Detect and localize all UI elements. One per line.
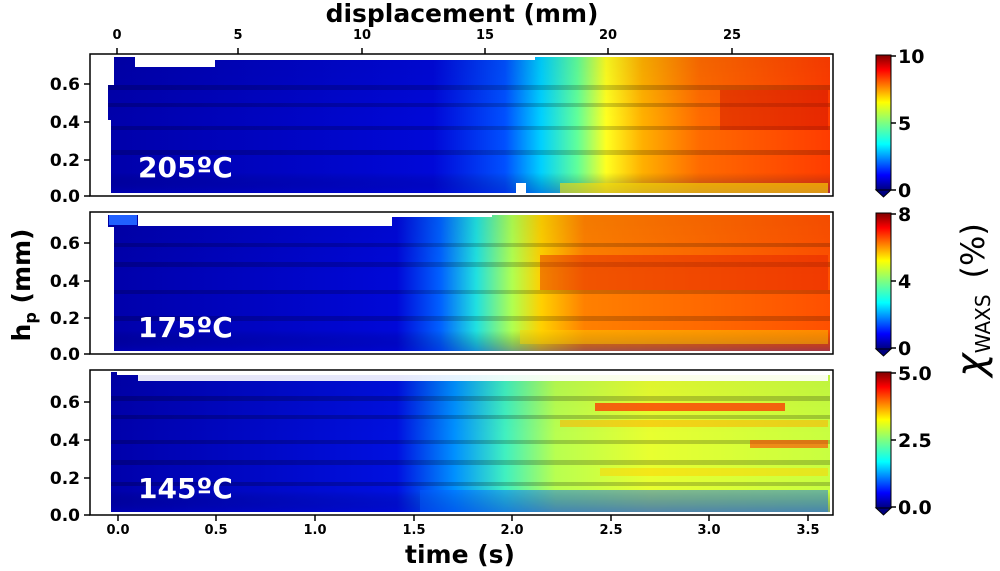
y-tick-label: 0.2 [50,151,80,171]
top-axis-label: displacement (mm) [326,0,599,28]
bottom-tick-label: 0.0 [106,523,129,538]
y-tick-label: 0.6 [50,75,80,95]
panel-frames [89,53,834,516]
colorbar-gradient [875,371,892,509]
y-label-subscript: p [21,312,40,323]
colorbar-175: 8 4 0 [874,204,911,360]
top-axis-ticks: 0 5 10 15 20 25 [112,28,741,54]
bottom-tick-label: 3.5 [796,523,819,538]
top-tick-label: 20 [599,28,617,43]
colorbar-label-subscript: WAXS [971,294,995,353]
heatmap-missing-region [108,57,114,85]
colorbar-tick-label: 0.0 [898,497,932,519]
heatmap-panel-175: 175ºC [108,215,830,351]
colorbar-tick-label: 5.0 [898,363,932,385]
colorbar-label-chi: χ [948,352,994,379]
colorbar-gradient [875,54,892,191]
y-axis-ticks: 0.6 0.4 0.2 0.0 0.6 0.4 0.2 0.0 [50,75,90,526]
colorbar-tick-label: 2.5 [898,430,932,452]
heatmap-hot-streak [595,403,785,411]
y-tick-label: 0.4 [50,272,80,292]
bottom-tick-label: 1.0 [303,523,326,538]
y-tick-label: 0.0 [50,345,80,365]
heatmap-missing-region [138,215,392,226]
panel-label: 175ºC [138,311,233,344]
colorbar-145: 5.0 2.5 0.0 [874,363,932,519]
heatmap-hot-streak [600,468,828,476]
y-tick-label: 0.4 [50,431,80,451]
top-tick-label: 25 [723,28,741,43]
heatmap-vertical-shading [108,57,830,193]
y-axis-label: hp (mm) [7,229,40,342]
y-tick-label: 0.0 [50,187,80,207]
y-tick-label: 0.2 [50,469,80,489]
heatmap-yellow-floor-band [520,330,828,344]
panel-label: 145ºC [138,472,233,505]
top-tick-label: 10 [353,28,371,43]
colorbar-tick-label: 0 [898,180,911,202]
top-tick-label: 5 [233,28,242,43]
colorbar-tick-label: 4 [898,271,911,293]
colorbar-tick-label: 8 [898,204,911,226]
y-tick-label: 0.4 [50,113,80,133]
bottom-tick-label: 3.0 [697,523,720,538]
bottom-tick-label: 2.5 [599,523,622,538]
top-tick-label: 15 [476,28,494,43]
heatmap-missing-region [117,372,830,375]
y-tick-label: 0.6 [50,393,80,413]
heatmap-row-bands [108,243,830,321]
y-tick-label: 0.6 [50,234,80,254]
heatmap-missing-region [215,57,535,60]
bottom-axis-label: time (s) [405,540,515,569]
colorbar-extend-arrow [874,189,893,198]
panel-label: 205ºC [138,151,233,184]
panel-frame-145 [89,369,834,516]
heatmap-blue-floor-band [420,490,828,512]
heatmap-missing-region [108,120,111,193]
colorbar-extend-arrow [874,507,893,516]
heatmap-panel-205: 205ºC [108,57,830,193]
heatmap-missing-region [135,57,215,67]
colorbar-tick-label: 10 [898,46,924,68]
heatmap-hot-streak [750,440,828,448]
y-label-main: h [7,324,36,342]
y-label-unit: (mm) [7,229,36,313]
heatmap-missing-region [108,227,114,351]
bottom-tick-label: 0.5 [204,523,227,538]
heatmap-row-bands [108,85,830,155]
heatmap-yellow-floor-band [560,183,828,193]
colorbar-axis-label: χWAXS (%) [948,223,995,379]
colorbar-tick-label: 5 [898,113,911,135]
heatmap-hot-streak [560,420,828,427]
heatmap-panel-145: 145ºC [108,372,830,512]
colorbar-gradient [875,212,892,350]
colorbar-tick-label: 0 [898,338,911,360]
heatmap-missing-region [392,215,492,217]
heatmap-deep-red-core [720,90,828,130]
heatmap-row-bands [108,396,830,486]
heatmap-light-blue-edge [109,215,137,225]
colorbar-label-unit: (%) [954,223,992,278]
colorbar-205: 10 5 0 [874,46,924,202]
bottom-axis-ticks: 0.0 0.5 1.0 1.5 2.0 2.5 3.0 3.5 [106,515,820,538]
heatmap-missing-region [108,372,111,512]
y-tick-label: 0.2 [50,309,80,329]
bottom-tick-label: 1.5 [402,523,425,538]
panel-frame-205 [89,53,834,197]
y-tick-label: 0.0 [50,506,80,526]
heatmap-vertical-shading [108,372,830,512]
panel-frame-175 [89,211,834,355]
heatmap-vertical-shading [108,215,830,351]
top-tick-label: 0 [112,28,121,43]
bottom-tick-label: 2.0 [500,523,523,538]
heatmap-deep-red-core [540,255,828,290]
colorbar-extend-arrow [874,348,893,357]
heatmap-missing-region [516,183,526,193]
heatmap-missing-region [138,375,828,381]
